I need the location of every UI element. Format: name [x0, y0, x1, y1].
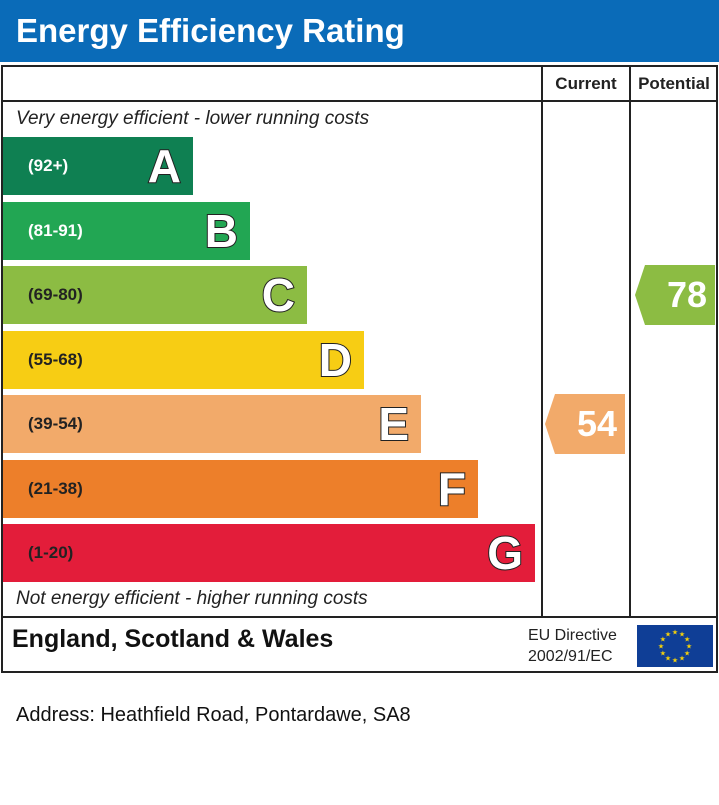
eu-star-icon: ★ [660, 650, 666, 658]
potential-rating-value: 78 [666, 274, 707, 315]
band-b: (81-91) B [3, 201, 250, 260]
current-column-header: Current [555, 74, 617, 93]
band-f: (21-38) F [3, 459, 478, 518]
page-title: Energy Efficiency Rating [0, 0, 719, 62]
eu-star-icon: ★ [684, 636, 690, 644]
eu-star-icon: ★ [665, 655, 671, 663]
potential-column-divider [629, 65, 631, 618]
band-c: (69-80) C [3, 266, 307, 324]
potential-arrow-shape [635, 265, 715, 325]
band-range-label: (81-91) [28, 220, 83, 240]
band-letter-label: C [261, 268, 296, 322]
eu-star-icon: ★ [660, 636, 666, 644]
eu-star-icon: ★ [665, 630, 671, 638]
eu-flag-icon: ★ ★ ★ ★ ★ ★ ★ ★ ★ ★ ★ ★ [637, 625, 713, 667]
band-a: (92+) A [3, 137, 193, 195]
rating-frame [1, 65, 718, 673]
eu-directive-line1: EU Directive [528, 627, 617, 644]
band-range-label: (21-38) [28, 478, 83, 498]
band-range-label: (39-54) [28, 414, 83, 433]
current-rating-value: 54 [576, 403, 617, 444]
address: Address: Heathfield Road, Pontardawe, SA… [16, 704, 411, 726]
eu-star-icon: ★ [684, 650, 690, 658]
band-letter-label: A [147, 139, 182, 193]
footer-divider [1, 616, 718, 618]
eu-star-icon: ★ [672, 629, 678, 637]
eu-star-icon: ★ [679, 655, 685, 663]
band-g: (1-20) G [3, 524, 535, 582]
current-arrow-shape [545, 394, 625, 454]
band-range-label: (55-68) [28, 349, 83, 369]
eu-star-icon: ★ [672, 657, 678, 665]
band-range-label: (92+) [28, 156, 69, 175]
footer-country: England, Scotland & Wales [12, 625, 334, 653]
band-d: (55-68) D [3, 330, 364, 389]
band-letter-label: F [437, 462, 467, 516]
bottom-note: Not energy efficient - higher running co… [16, 588, 368, 609]
band-letter-label: G [486, 526, 524, 580]
band-range-label: (1-20) [28, 543, 74, 562]
current-column-divider [541, 65, 543, 618]
band-range-label: (69-80) [28, 285, 83, 304]
current-rating-arrow: 54 [545, 394, 625, 454]
eu-stars-icon: ★ ★★★★★★★★★★★ [658, 629, 692, 665]
eu-directive-line2: 2002/91/EC [528, 648, 613, 665]
band-letter-label: D [318, 333, 353, 387]
eu-star-icon: ★ [686, 643, 692, 651]
potential-rating-arrow: 78 [635, 265, 715, 325]
band-letter-label: B [204, 204, 239, 258]
potential-column-header: Potential [638, 74, 710, 93]
eu-star-icon: ★ [679, 630, 685, 638]
eu-star-icon: ★ [658, 643, 664, 651]
band-e: (39-54) E [3, 395, 421, 453]
band-letter-label: E [377, 397, 410, 451]
header-divider [1, 100, 718, 102]
top-note: Very energy efficient - lower running co… [16, 108, 370, 129]
